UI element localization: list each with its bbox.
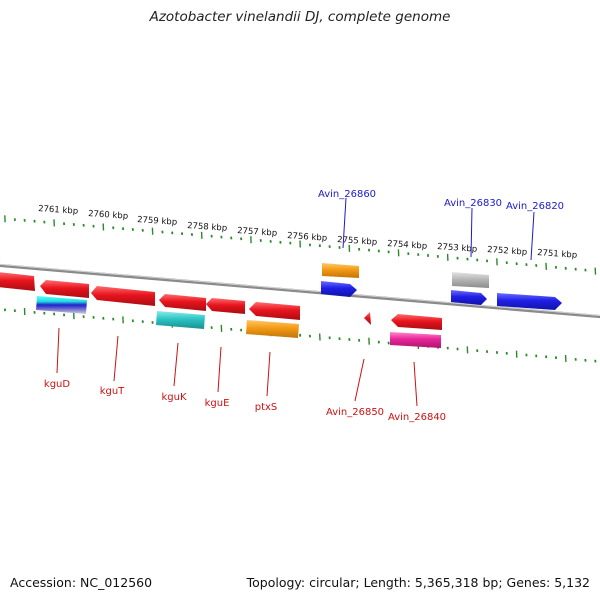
tick-label: 2759 kbp	[137, 215, 178, 228]
gene-feature-gray[interactable]	[452, 272, 489, 288]
tick-label: 2752 kbp	[487, 245, 528, 258]
leader-line	[354, 358, 365, 402]
gene-feature-red[interactable]	[0, 272, 35, 291]
leader-line	[413, 361, 418, 407]
genome-backbone	[0, 263, 600, 319]
gene-feature-red[interactable]	[91, 286, 155, 306]
map-title: Azotobacter vinelandii DJ, complete geno…	[149, 9, 451, 25]
gene-label-kguE[interactable]: kguE	[205, 398, 230, 409]
tick-label: 2754 kbp	[387, 239, 428, 252]
leader-line	[217, 346, 222, 393]
tick-label: 2758 kbp	[187, 221, 228, 234]
tick-label: 2757 kbp	[237, 226, 278, 239]
gene-label-avin-26820[interactable]: Avin_26820	[506, 201, 564, 212]
leader-line	[470, 207, 473, 258]
gene-feature-red[interactable]	[391, 314, 442, 330]
gene-feature-red[interactable]	[206, 298, 245, 314]
gene-feature-blue[interactable]	[321, 281, 357, 297]
gene-feature-orange[interactable]	[246, 320, 299, 338]
gene-label-kguK[interactable]: kguK	[161, 392, 186, 403]
gene-label-kguD[interactable]: kguD	[44, 379, 70, 390]
gene-label-avin-26860[interactable]: Avin_26860	[318, 189, 376, 200]
tick-label: 2761 kbp	[38, 204, 79, 217]
gene-feature-cyan[interactable]	[156, 311, 205, 329]
tick-label: 2756 kbp	[287, 231, 328, 244]
gene-feature-blue[interactable]	[497, 293, 562, 310]
genome-summary: Topology: circular; Length: 5,365,318 bp…	[246, 575, 590, 590]
tick-label: 2753 kbp	[437, 242, 478, 255]
leader-line	[342, 197, 347, 249]
leader-line	[56, 327, 60, 374]
gene-label-avin-26840[interactable]: Avin_26840	[388, 412, 446, 423]
gene-feature-red[interactable]	[364, 312, 371, 325]
tick-label: 2751 kbp	[537, 248, 578, 261]
tick-label: 2760 kbp	[88, 209, 129, 222]
tick-row-outer	[4, 215, 597, 275]
leader-line	[113, 335, 119, 382]
gene-label-kguT[interactable]: kguT	[100, 386, 125, 397]
tick-label: 2755 kbp	[337, 235, 378, 248]
leader-line	[266, 351, 271, 397]
accession-text: Accession: NC_012560	[10, 575, 153, 590]
gene-label-avin-26850[interactable]: Avin_26850	[326, 407, 384, 418]
gene-feature-magenta[interactable]	[390, 332, 441, 348]
gene-label-avin-26830[interactable]: Avin_26830	[444, 198, 502, 209]
gene-feature-orange[interactable]	[322, 263, 359, 278]
gene-label-ptxS[interactable]: ptxS	[255, 402, 278, 413]
gene-feature-red[interactable]	[40, 280, 89, 298]
gene-feature-blue[interactable]	[451, 290, 487, 305]
gene-feature-red[interactable]	[249, 302, 300, 320]
gene-feature-kguD[interactable]	[36, 296, 87, 314]
leader-line	[173, 342, 179, 387]
leader-line	[530, 211, 535, 261]
gene-feature-red[interactable]	[159, 294, 206, 311]
